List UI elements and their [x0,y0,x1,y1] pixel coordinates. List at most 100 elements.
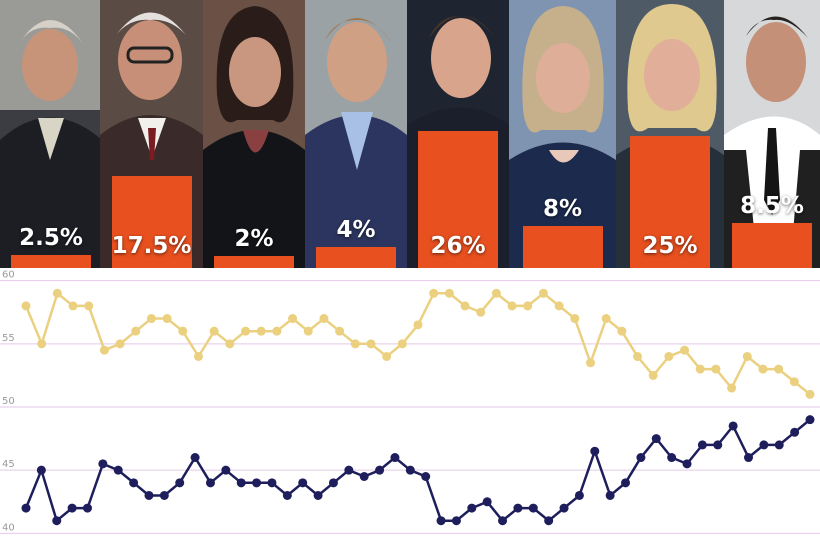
series-2-point-26 [405,465,415,475]
series-2-point-3 [52,516,62,526]
series-1-point-40 [633,351,643,361]
series-1-point-4 [68,301,78,311]
series-1-point-32 [507,301,517,311]
series-2-point-37 [574,490,584,500]
series-2-point-48 [744,453,754,463]
series-1-point-9 [146,314,156,324]
series-2-point-18 [282,490,292,500]
y-tick-label-40: 40 [2,522,15,533]
series-1-point-18 [288,314,298,324]
series-1-point-23 [366,339,376,349]
bar-2 [111,175,192,268]
series-2-point-32 [498,516,508,526]
series-1-point-46 [727,383,737,393]
series-2-point-47 [728,421,738,431]
series-1-point-47 [742,351,752,361]
y-tick-label-60: 60 [2,270,15,281]
series-1-point-43 [680,345,690,355]
candidate-portrait-4 [305,0,407,268]
series-2-point-9 [144,490,154,500]
series-1-point-5 [84,301,94,311]
series-1-point-36 [570,314,580,324]
series-2-point-5 [82,503,92,513]
series-2-point-41 [636,453,646,463]
series-1-point-2 [37,339,47,349]
series-2-point-27 [421,472,431,481]
series-1-point-3 [52,288,62,298]
series-2-point-11 [175,478,185,488]
series-line-2 [24,418,811,522]
series-2-point-51 [790,427,800,437]
series-1-point-39 [617,326,627,336]
series-1-point-38 [601,314,611,324]
y-tick-label-55: 55 [2,333,15,344]
series-1-point-27 [429,288,439,298]
bar-1 [11,254,91,268]
series-1-point-7 [115,339,125,349]
bar-3 [214,256,294,268]
bar-5 [418,131,498,268]
series-2-point-1 [21,503,31,513]
series-1-point-17 [272,326,282,336]
y-tick-label-45: 45 [2,459,15,470]
bar-label-2: 17.5% [111,233,192,259]
series-1-point-19 [303,326,313,336]
series-2-point-21 [328,478,338,488]
series-1-point-29 [460,301,470,311]
series-1-point-1 [21,301,31,311]
line-chart-panel: 40 45 50 55 60 [0,268,820,546]
bar-label-7: 25% [642,233,698,259]
series-1-point-44 [695,364,705,374]
series-1-point-10 [162,314,172,324]
series-2-point-4 [67,503,77,513]
series-1-point-15 [241,326,251,336]
series-2-point-20 [313,490,323,500]
series-2-point-19 [298,478,308,488]
series-1-point-35 [554,301,564,311]
series-2-point-6 [98,459,108,469]
series-2-point-36 [559,503,569,513]
series-1-point-33 [523,301,533,311]
line-chart: 40 45 50 55 60 [0,270,820,534]
series-2-point-10 [159,490,169,500]
series-2-point-22 [344,465,354,475]
series-2-point-43 [667,453,677,463]
series-1-point-6 [99,345,109,355]
bar-label-3: 2% [234,226,274,252]
series-2-point-38 [590,446,600,456]
series-2-point-13 [205,478,215,488]
series-2-point-46 [713,440,723,450]
bar-8 [732,223,812,268]
series-2-point-34 [528,503,538,513]
bar-7 [630,136,710,268]
series-1-point-37 [585,358,595,368]
series-1-point-30 [476,307,486,317]
bar-label-8: 8.5% [740,193,804,220]
series-2-point-35 [544,516,554,526]
series-1-point-49 [774,364,784,374]
series-2-point-50 [774,440,784,450]
series-1-point-8 [131,326,141,336]
candidate-portrait-3 [203,0,305,268]
series-1-point-21 [335,326,345,336]
series-1-point-51 [805,389,815,399]
series-2-point-15 [236,478,246,488]
series-1-point-22 [350,339,360,349]
series-2-point-2 [36,465,46,475]
series-1-point-41 [648,370,658,380]
bar-label-1: 2.5% [19,224,83,251]
series-2-point-31 [482,497,492,507]
bar-label-6: 8% [542,195,583,222]
series-2-point-44 [682,459,692,469]
series-1-point-34 [538,288,548,298]
series-2-point-25 [390,453,400,463]
series-2-point-8 [129,478,139,488]
series-1-point-28 [444,288,454,298]
series-1-point-25 [397,339,407,349]
series-2-point-7 [113,465,123,475]
series-2-point-42 [651,434,661,444]
series-1-point-14 [225,339,235,349]
series-1-point-45 [711,364,721,374]
series-1-point-20 [319,314,329,324]
series-2-point-30 [467,503,477,513]
